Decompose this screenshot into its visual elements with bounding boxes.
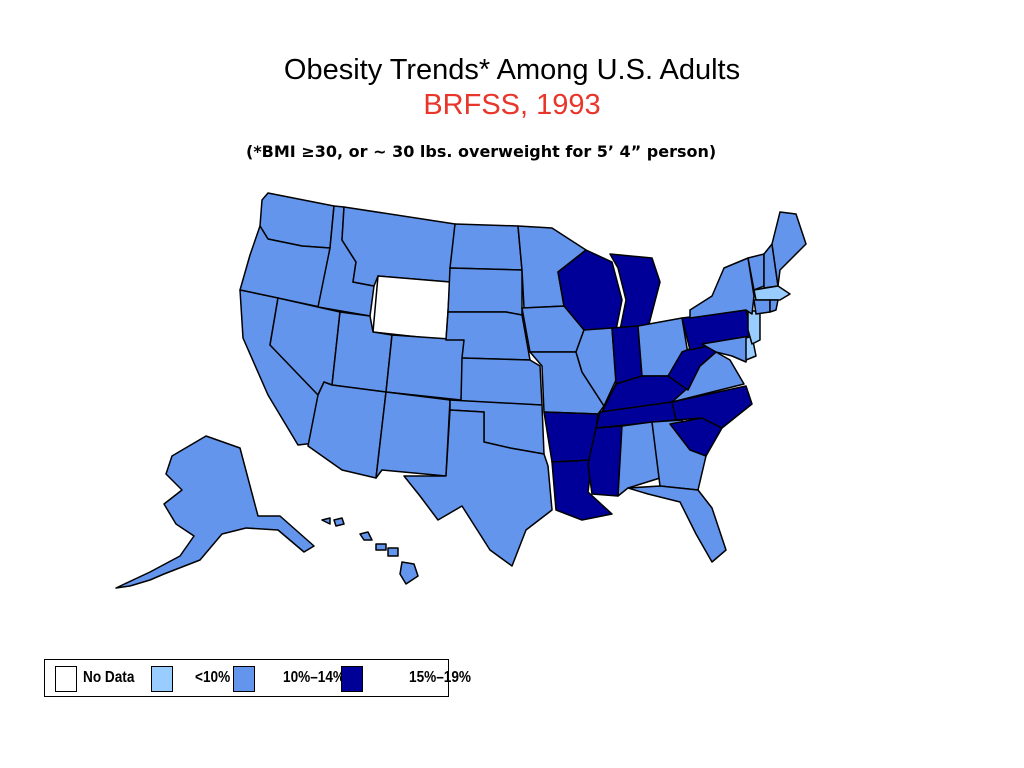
legend-swatch-15-19 — [341, 666, 363, 692]
state-nc — [671, 385, 753, 429]
state-wy — [372, 275, 451, 341]
legend-label-lt10: <10% — [195, 669, 231, 686]
state-ma — [753, 285, 791, 301]
state-me — [771, 211, 807, 287]
state-wi — [557, 249, 623, 331]
state-md — [701, 335, 751, 363]
legend-label-10-14: 10%–14% — [283, 669, 346, 686]
legend-swatch-lt10 — [151, 666, 173, 692]
legend-swatch-10-14 — [233, 666, 255, 692]
legend: No Data <10% 10%–14% 15%–19% — [44, 659, 471, 697]
state-hi — [321, 517, 419, 585]
title-block: Obesity Trends* Among U.S. Adults BRFSS,… — [0, 52, 1024, 122]
state-nj — [747, 309, 761, 345]
state-ri — [769, 299, 779, 313]
state-mt — [341, 206, 456, 287]
state-nd — [449, 223, 523, 271]
state-ks — [460, 357, 543, 406]
page-subtitle: BRFSS, 1993 — [423, 89, 601, 121]
state-sd — [447, 267, 523, 316]
bmi-footnote: (*BMI ≥30, or ~ 30 lbs. overweight for 5… — [246, 142, 717, 161]
state-co — [385, 334, 465, 401]
legend-swatch-no-data — [55, 666, 77, 692]
state-ny — [689, 257, 755, 319]
state-ct — [753, 299, 771, 315]
state-fl — [627, 485, 727, 563]
state-ak — [115, 435, 315, 589]
page-title: Obesity Trends* Among U.S. Adults — [283, 54, 741, 86]
state-tx — [403, 409, 553, 567]
state-az — [307, 381, 387, 479]
state-al — [617, 421, 661, 497]
state-nm — [375, 391, 451, 479]
legend-label-no-data: No Data — [83, 669, 135, 686]
state-ms — [587, 425, 623, 497]
state-in — [611, 325, 643, 385]
legend-label-15-19: 15%–19% — [409, 669, 472, 686]
